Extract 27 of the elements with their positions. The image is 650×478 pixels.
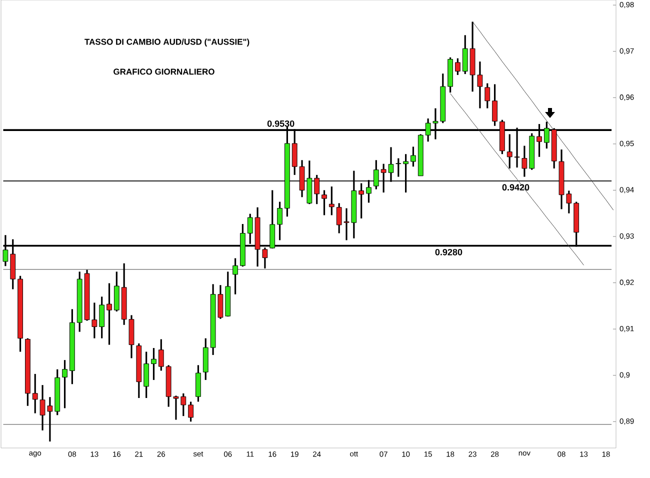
ref-line-label: 0.9280 — [435, 248, 462, 256]
candlestick — [358, 182, 364, 220]
text: GRAFICO GIORNALIERO — [114, 68, 214, 75]
candlestick — [32, 373, 38, 414]
candlestick — [277, 200, 282, 241]
candlestick — [396, 157, 402, 178]
candlestick — [492, 83, 498, 127]
candlestick — [462, 34, 468, 75]
candlestick — [106, 282, 112, 346]
candlestick — [99, 296, 105, 340]
candlestick — [62, 359, 68, 409]
candlestick — [144, 350, 150, 399]
ref-line-label: 0.9420 — [502, 184, 530, 191]
candlestick — [328, 186, 334, 216]
candlestick — [455, 58, 460, 76]
text: TASSO DI CAMBIO AUD/USD ("AUSSIE") — [84, 38, 250, 47]
candlestick — [151, 347, 156, 381]
candlestick — [196, 364, 201, 403]
candlestick — [188, 400, 194, 422]
ref-line-label: 0.9530 — [267, 120, 294, 127]
candlestick — [322, 189, 327, 216]
candlestick — [484, 82, 490, 110]
candlestick — [410, 146, 416, 168]
candlestick — [506, 133, 512, 170]
candlestick — [158, 338, 164, 372]
candlestick — [232, 257, 238, 296]
candlestick — [522, 144, 528, 178]
